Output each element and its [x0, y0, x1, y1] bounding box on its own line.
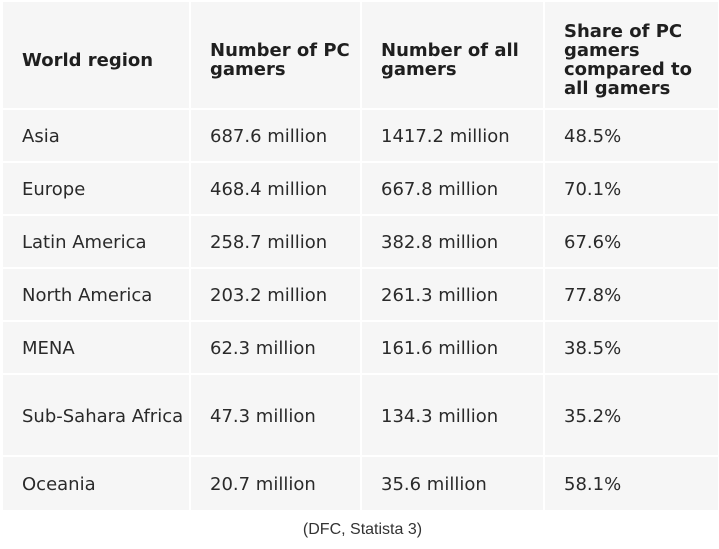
- cell-share: 70.1%: [545, 163, 718, 216]
- cell-pc-gamers: 47.3 million: [191, 375, 362, 457]
- table-row: Latin America 258.7 million 382.8 millio…: [3, 216, 718, 269]
- cell-share: 35.2%: [545, 375, 718, 457]
- cell-share: 77.8%: [545, 269, 718, 322]
- cell-pc-gamers: 258.7 million: [191, 216, 362, 269]
- table-row: Oceania 20.7 million 35.6 million 58.1%: [3, 457, 718, 510]
- table-row: Sub-Sahara Africa 47.3 million 134.3 mil…: [3, 375, 718, 457]
- cell-pc-gamers: 203.2 million: [191, 269, 362, 322]
- table-row: North America 203.2 million 261.3 millio…: [3, 269, 718, 322]
- cell-region: Latin America: [3, 216, 191, 269]
- table-row: Asia 687.6 million 1417.2 million 48.5%: [3, 110, 718, 163]
- cell-share: 58.1%: [545, 457, 718, 510]
- table-row: MENA 62.3 million 161.6 million 38.5%: [3, 322, 718, 375]
- cell-all-gamers: 161.6 million: [362, 322, 545, 375]
- cell-region: Sub-Sahara Africa: [3, 375, 191, 457]
- table-row: Europe 468.4 million 667.8 million 70.1%: [3, 163, 718, 216]
- cell-region: Oceania: [3, 457, 191, 510]
- cell-pc-gamers: 687.6 million: [191, 110, 362, 163]
- cell-all-gamers: 667.8 million: [362, 163, 545, 216]
- source-caption: (DFC, Statista 3): [302, 521, 423, 538]
- table-header-row: World region Number of PC gamers Number …: [3, 2, 718, 110]
- cell-all-gamers: 35.6 million: [362, 457, 545, 510]
- cell-share: 67.6%: [545, 216, 718, 269]
- cell-all-gamers: 134.3 million: [362, 375, 545, 457]
- cell-share: 48.5%: [545, 110, 718, 163]
- cell-all-gamers: 1417.2 million: [362, 110, 545, 163]
- header-world-region: World region: [3, 2, 191, 110]
- header-all-gamers: Number of all gamers: [362, 2, 545, 110]
- cell-all-gamers: 382.8 million: [362, 216, 545, 269]
- cell-pc-gamers: 468.4 million: [191, 163, 362, 216]
- cell-region: MENA: [3, 322, 191, 375]
- pc-gamers-by-region-table: World region Number of PC gamers Number …: [3, 2, 718, 510]
- cell-all-gamers: 261.3 million: [362, 269, 545, 322]
- cell-region: North America: [3, 269, 191, 322]
- cell-pc-gamers: 20.7 million: [191, 457, 362, 510]
- cell-share: 38.5%: [545, 322, 718, 375]
- header-pc-gamers: Number of PC gamers: [191, 2, 362, 110]
- cell-region: Europe: [3, 163, 191, 216]
- header-share: Share of PC gamers compared to all gamer…: [545, 2, 718, 110]
- cell-region: Asia: [3, 110, 191, 163]
- cell-pc-gamers: 62.3 million: [191, 322, 362, 375]
